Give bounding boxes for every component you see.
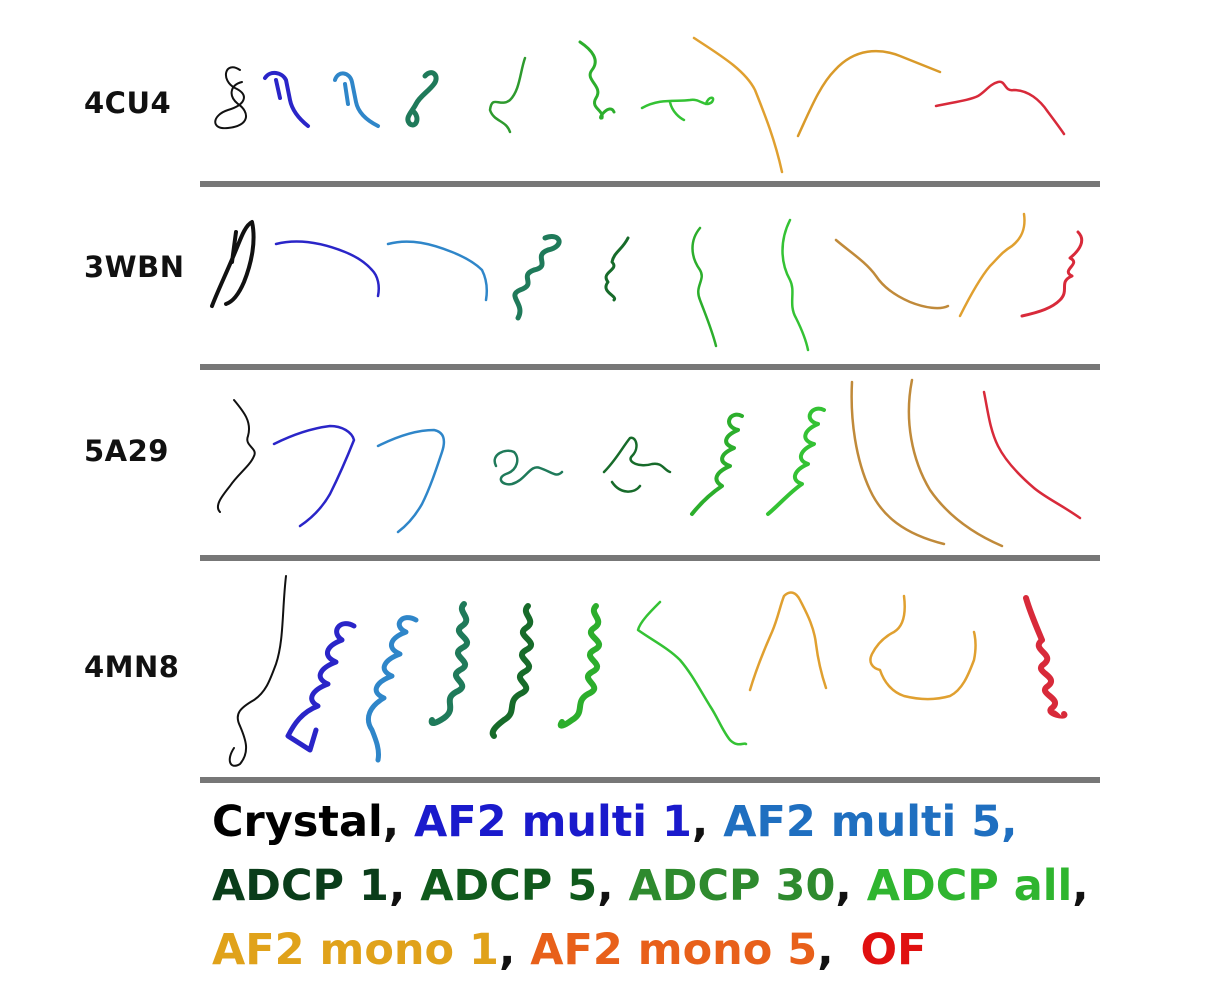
structure-of [1020, 230, 1084, 318]
legend-comma: , [382, 797, 400, 847]
structure-af2-mono-5 [907, 378, 1004, 548]
structure-af2-mono-1 [834, 238, 950, 310]
legend-comma: , [817, 925, 834, 975]
structure-af2-mono-1 [692, 36, 784, 174]
legend-comma: , [1072, 861, 1089, 911]
legend-line-1: Crystal, AF2 multi 1, AF2 multi 5, [212, 790, 1172, 854]
structure-af2-multi-5 [386, 240, 489, 302]
structure-af2-mono-5 [869, 594, 977, 701]
structure-adcp-1 [405, 70, 439, 128]
row-separator [200, 364, 1100, 370]
structure-af2-multi-1 [272, 424, 356, 528]
row-3wbn [210, 212, 1084, 352]
structure-crystal [228, 575, 287, 767]
row-label-4cu4: 4CU4 [84, 86, 172, 120]
structure-adcp-30 [691, 226, 718, 348]
structure-af2-multi-1 [274, 240, 380, 298]
legend-line-2: ADCP 1, ADCP 5, ADCP 30, ADCP all, [212, 854, 1172, 918]
legend-comma: , [691, 797, 709, 847]
structure-adcp-1 [428, 601, 471, 727]
structure-of [934, 80, 1066, 136]
row-5a29 [216, 378, 1082, 548]
legend-comma: , [597, 861, 614, 911]
legend-adcp-5: ADCP 5 [420, 861, 598, 911]
legend-comma: , [388, 861, 406, 911]
legend-comma: , [835, 861, 852, 911]
structure-adcp-all [636, 600, 748, 746]
legend-comma: , [498, 925, 516, 975]
legend-af2-multi-5: AF2 multi 5, [723, 797, 1018, 847]
legend-af2-mono-1: AF2 mono 1 [212, 925, 499, 975]
structure-adcp-30 [557, 603, 603, 729]
legend-line-3: AF2 mono 1, AF2 mono 5, OF [212, 918, 1172, 982]
structure-adcp-30 [578, 40, 616, 120]
legend-crystal: Crystal [212, 797, 383, 847]
structure-af2-multi-1 [285, 621, 357, 753]
structure-adcp-5 [604, 236, 630, 302]
structure-af2-mono-5 [796, 49, 942, 138]
structure-adcp-all [766, 406, 826, 516]
legend-af2-mono-5: AF2 mono 5 [530, 925, 818, 975]
structure-adcp-5 [489, 603, 535, 739]
structure-adcp-1 [512, 234, 562, 321]
row-4mn8 [228, 575, 1068, 767]
structure-af2-multi-5 [333, 71, 380, 128]
structure-af2-multi-1 [263, 71, 310, 128]
structure-adcp-30 [690, 412, 744, 516]
structure-af2-mono-5 [958, 212, 1026, 318]
row-label-3wbn: 3WBN [84, 250, 185, 284]
structure-af2-mono-1 [850, 380, 946, 546]
row-separator [200, 777, 1100, 783]
structure-crystal [214, 66, 247, 130]
row-label-4mn8: 4MN8 [84, 650, 180, 684]
structure-crystal [216, 399, 256, 513]
structure-crystal [210, 220, 256, 308]
legend: Crystal, AF2 multi 1, AF2 multi 5, ADCP … [212, 790, 1172, 982]
row-label-5a29: 5A29 [84, 434, 169, 468]
structure-af2-multi-5 [376, 428, 446, 534]
structure-adcp-all [781, 218, 810, 352]
row-separator [200, 181, 1100, 187]
legend-adcp-all: ADCP all [866, 861, 1073, 911]
row-4cu4 [214, 36, 1066, 174]
structure-adcp-5 [602, 436, 672, 493]
structure-adcp-1 [493, 449, 564, 486]
structure-adcp-5 [488, 56, 527, 134]
row-separator [200, 555, 1100, 561]
legend-adcp-30: ADCP 30 [628, 861, 836, 911]
structure-af2-mono-1 [748, 591, 828, 692]
legend-adcp-1: ADCP 1 [212, 861, 389, 911]
structure-af2-multi-5 [366, 615, 419, 763]
structure-of [982, 390, 1082, 520]
legend-of: OF [860, 925, 927, 975]
legend-af2-multi-1: AF2 multi 1 [414, 797, 692, 847]
structure-adcp-all [640, 96, 715, 122]
structure-of [1023, 595, 1068, 719]
